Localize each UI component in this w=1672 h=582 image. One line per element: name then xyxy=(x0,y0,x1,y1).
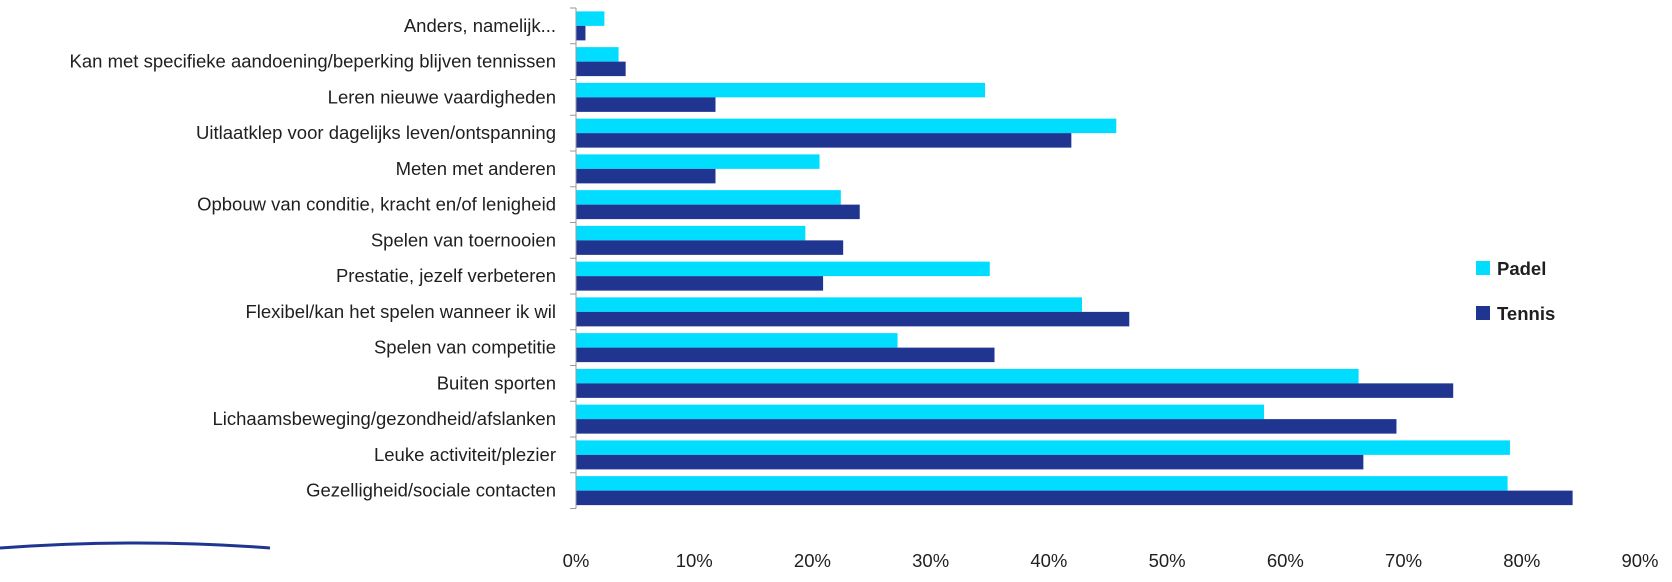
legend: Padel Tennis xyxy=(1476,258,1555,324)
bar-padel-7 xyxy=(576,261,990,277)
category-label: Prestatie, jezelf verbeteren xyxy=(336,265,556,286)
bar-padel-2 xyxy=(576,82,986,98)
bar-tennis-0 xyxy=(576,25,586,41)
legend-swatch-padel xyxy=(1476,261,1490,275)
bar-padel-10 xyxy=(576,368,1359,384)
category-label: Leuke activiteit/plezier xyxy=(374,444,556,465)
category-label: Spelen van toernooien xyxy=(371,229,556,250)
x-tick-label: 0% xyxy=(563,550,590,571)
bar-tennis-12 xyxy=(576,454,1364,470)
category-label: Gezelligheid/sociale contacten xyxy=(306,480,556,501)
bar-tennis-3 xyxy=(576,133,1072,148)
bar-padel-9 xyxy=(576,333,898,348)
x-tick-label: 30% xyxy=(912,550,949,571)
bar-tennis-8 xyxy=(576,311,1130,327)
category-label: Meten met anderen xyxy=(396,158,556,179)
x-tick-label: 90% xyxy=(1621,550,1658,571)
category-axis xyxy=(570,7,577,509)
bars-layer xyxy=(576,11,1573,506)
bar-padel-1 xyxy=(576,47,619,62)
x-tick-label: 60% xyxy=(1267,550,1304,571)
bar-tennis-11 xyxy=(576,419,1397,434)
decorative-swoosh xyxy=(0,541,271,550)
category-label: Uitlaatklep voor dagelijks leven/ontspan… xyxy=(196,122,556,143)
legend-swatch-tennis xyxy=(1476,306,1490,320)
x-tick-labels: 0% 10% 20% 30% 40% 50% 60% 70% 80% 90% xyxy=(563,550,1659,571)
category-label: Buiten sporten xyxy=(437,372,556,393)
bar-tennis-5 xyxy=(576,204,860,220)
bar-padel-11 xyxy=(576,404,1265,420)
bar-tennis-7 xyxy=(576,276,824,291)
category-label: Flexibel/kan het spelen wanneer ik wil xyxy=(245,301,556,322)
bar-padel-0 xyxy=(576,11,605,26)
category-label: Lichaamsbeweging/gezondheid/afslanken xyxy=(212,408,556,429)
bar-tennis-4 xyxy=(576,168,716,184)
category-label: Anders, namelijk... xyxy=(404,15,556,36)
x-tick-label: 40% xyxy=(1030,550,1067,571)
bar-tennis-2 xyxy=(576,97,716,112)
bar-tennis-9 xyxy=(576,347,995,363)
x-tick-label: 10% xyxy=(676,550,713,571)
bar-tennis-13 xyxy=(576,490,1573,506)
bar-padel-8 xyxy=(576,297,1082,312)
bar-tennis-1 xyxy=(576,61,626,77)
category-label: Spelen van competitie xyxy=(374,337,556,358)
bar-tennis-10 xyxy=(576,383,1454,398)
x-tick-label: 50% xyxy=(1149,550,1186,571)
bar-padel-12 xyxy=(576,440,1510,455)
x-tick-label: 70% xyxy=(1385,550,1422,571)
bar-padel-3 xyxy=(576,118,1117,134)
legend-label-tennis: Tennis xyxy=(1497,303,1555,324)
bar-padel-6 xyxy=(576,225,806,241)
category-labels: Anders, namelijk... Kan met specifieke aa… xyxy=(70,15,556,501)
x-tick-label: 80% xyxy=(1503,550,1540,571)
bar-tennis-6 xyxy=(576,240,844,255)
bar-padel-4 xyxy=(576,154,820,169)
bar-padel-5 xyxy=(576,190,841,205)
x-tick-label: 20% xyxy=(794,550,831,571)
bar-padel-13 xyxy=(576,476,1508,491)
category-label: Opbouw van conditie, kracht en/of lenigh… xyxy=(197,194,556,215)
legend-label-padel: Padel xyxy=(1497,258,1546,279)
category-label: Kan met specifieke aandoening/beperking … xyxy=(70,51,556,72)
decorative-swoosh-line xyxy=(0,541,271,550)
category-label: Leren nieuwe vaardigheden xyxy=(328,86,556,107)
